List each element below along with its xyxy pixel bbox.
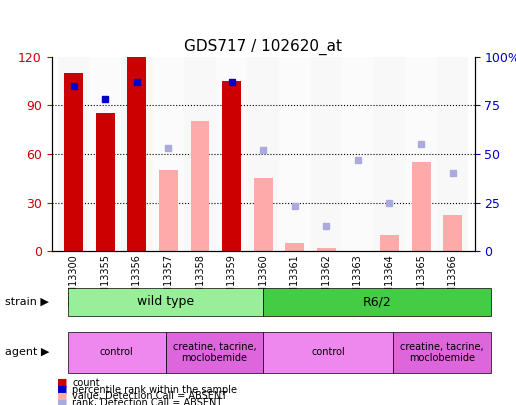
Bar — [437, 57, 469, 251]
Text: value, Detection Call = ABSENT: value, Detection Call = ABSENT — [72, 392, 228, 401]
Bar — [159, 170, 178, 251]
Text: percentile rank within the sample: percentile rank within the sample — [72, 385, 237, 394]
Text: creatine, tacrine,
moclobemide: creatine, tacrine, moclobemide — [172, 341, 256, 363]
Bar — [279, 57, 311, 251]
Bar — [121, 57, 153, 251]
Bar — [285, 243, 304, 251]
Bar — [374, 57, 405, 251]
Bar — [127, 57, 147, 251]
Bar — [317, 248, 336, 251]
Text: R6/2: R6/2 — [363, 295, 392, 308]
Text: control: control — [311, 347, 345, 357]
Text: wild type: wild type — [137, 295, 194, 308]
Text: control: control — [100, 347, 134, 357]
Bar — [190, 122, 209, 251]
Bar — [153, 57, 184, 251]
Title: GDS717 / 102620_at: GDS717 / 102620_at — [184, 39, 342, 55]
Text: rank, Detection Call = ABSENT: rank, Detection Call = ABSENT — [72, 399, 222, 405]
Bar — [184, 57, 216, 251]
Bar — [412, 162, 430, 251]
Text: ■: ■ — [57, 385, 67, 394]
Bar — [89, 57, 121, 251]
Text: ■: ■ — [57, 399, 67, 405]
Text: strain ▶: strain ▶ — [5, 297, 49, 307]
Bar — [216, 57, 247, 251]
Bar — [342, 57, 374, 251]
Bar — [222, 81, 241, 251]
Bar — [96, 113, 115, 251]
Text: creatine, tacrine,
moclobemide: creatine, tacrine, moclobemide — [400, 341, 484, 363]
Bar — [311, 57, 342, 251]
Bar — [443, 215, 462, 251]
Bar — [247, 57, 279, 251]
Text: ■: ■ — [57, 378, 67, 388]
Text: count: count — [72, 378, 100, 388]
Bar — [64, 73, 83, 251]
Bar — [58, 57, 89, 251]
Bar — [405, 57, 437, 251]
Bar — [254, 178, 272, 251]
Bar — [380, 235, 399, 251]
Text: ■: ■ — [57, 392, 67, 401]
Text: agent ▶: agent ▶ — [5, 347, 50, 357]
